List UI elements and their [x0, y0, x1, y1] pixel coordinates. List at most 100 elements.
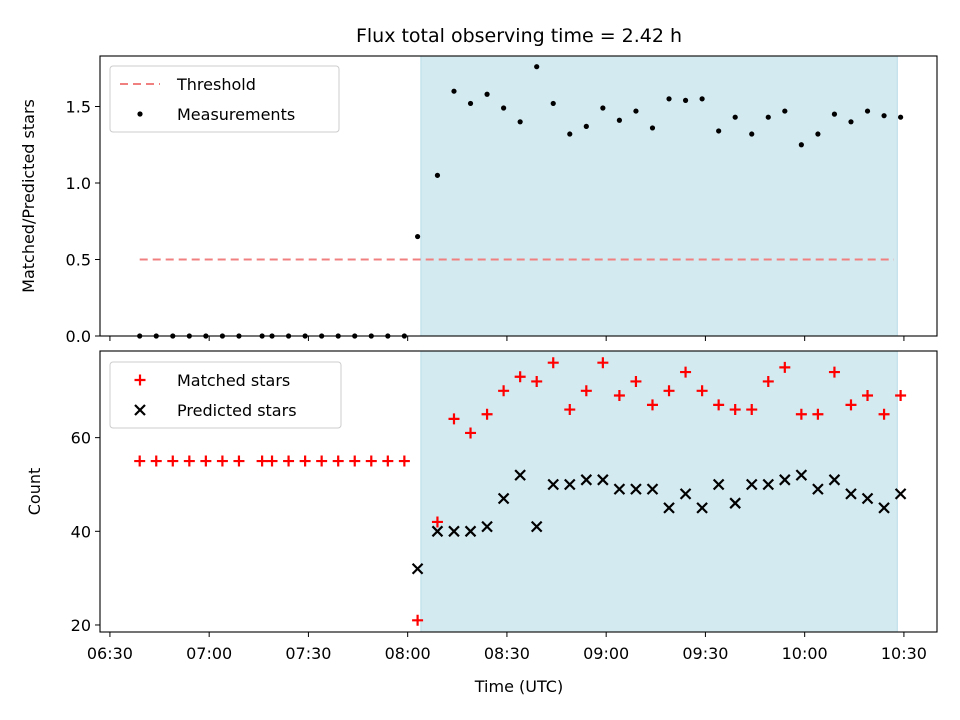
- predicted-stars-point: [729, 497, 741, 509]
- measurement-point: [848, 119, 854, 125]
- predicted-stars-point: [530, 520, 543, 533]
- x-tick-label: 07:00: [186, 644, 232, 663]
- matched-stars-point: [597, 357, 609, 369]
- matched-stars-point: [498, 385, 510, 397]
- legend-entry-label: Matched stars: [177, 371, 290, 390]
- y-tick-label: 1.0: [66, 174, 91, 193]
- panel-count: 06:30 07:00 07:30 08:00 08:30 09:00 09:30 10:00…: [25, 350, 938, 663]
- predicted-stars-point: [861, 492, 874, 505]
- legend-frame: [109, 361, 342, 429]
- matched-stars-point: [316, 455, 328, 467]
- measurement-point: [898, 114, 904, 120]
- matched-stars-point: [812, 408, 824, 420]
- matched-stars-point: [795, 408, 807, 420]
- matched-stars-point: [746, 404, 758, 416]
- matched-stars-point: [365, 455, 377, 467]
- x-tick-label: 10:00: [782, 644, 828, 663]
- predicted-stars-point: [564, 478, 576, 491]
- predicted-stars-point: [646, 483, 659, 495]
- predicted-stars-point: [828, 474, 841, 486]
- predicted-stars-point: [712, 478, 725, 491]
- measurement-point: [501, 105, 507, 111]
- x-axis-label: Time (UTC): [474, 677, 563, 696]
- y-tick-label: 40: [71, 522, 91, 541]
- measurement-point: [831, 111, 838, 117]
- predicted-stars-point: [497, 492, 510, 505]
- matched-stars-point: [266, 455, 278, 467]
- measurement-point: [583, 123, 589, 129]
- legend-entry-label: Measurements: [177, 105, 295, 124]
- predicted-stars-point: [762, 478, 775, 491]
- predicted-stars-point: [878, 502, 890, 514]
- matched-stars-point: [283, 455, 295, 467]
- predicted-stars-point: [448, 525, 460, 538]
- predicted-stars-point: [795, 469, 808, 481]
- matched-stars-point: [613, 389, 625, 401]
- matched-stars-point: [762, 375, 774, 387]
- matched-stars-point: [729, 404, 741, 416]
- measurement-point: [484, 91, 490, 97]
- matched-stars-point: [481, 408, 493, 420]
- matched-stars-point: [878, 408, 890, 420]
- matched-stars-point: [465, 427, 477, 439]
- predicted-stars-point: [514, 469, 526, 481]
- predicted-stars-point: [663, 502, 675, 514]
- y-axis-label-count: Count: [25, 468, 44, 516]
- measurement-point: [534, 64, 540, 70]
- x-tick-label: 09:30: [682, 644, 728, 663]
- predicted-stars-point: [894, 488, 907, 500]
- matched-stars-point: [150, 455, 162, 467]
- matched-stars-point: [216, 455, 228, 467]
- matched-stars-point: [349, 455, 361, 467]
- measurement-point: [517, 119, 523, 125]
- panel-ratio-y-ticks: 0.0 0.5 1.0 1.5: [66, 97, 100, 346]
- matched-stars-point: [713, 399, 725, 411]
- predicted-stars-point: [431, 525, 444, 538]
- matched-stars-point: [431, 516, 443, 528]
- predicted-stars-point: [464, 525, 477, 538]
- panel-ratio-series: [137, 64, 904, 339]
- x-tick-label: 08:30: [484, 644, 530, 663]
- measurement-point: [782, 108, 788, 114]
- matched-stars-point: [862, 389, 874, 401]
- predicted-stars-point: [547, 478, 560, 491]
- measurement-point: [600, 105, 606, 111]
- matched-stars-point: [134, 455, 146, 467]
- panel-count-series: [134, 357, 907, 626]
- measurement-point: [633, 108, 639, 114]
- legend-count: Matched stars Predicted stars: [109, 361, 342, 429]
- matched-stars-point: [845, 399, 857, 411]
- matched-stars-point: [779, 361, 791, 373]
- legend-predicted-swatch: [134, 404, 146, 416]
- matched-stars-point: [299, 455, 311, 467]
- predicted-stars-point: [580, 474, 593, 486]
- measurement-point: [682, 97, 689, 103]
- observing-window-shade: [420, 55, 898, 337]
- legend-matched-swatch: [134, 374, 146, 386]
- legend-frame: [109, 65, 340, 133]
- matched-stars-point: [580, 385, 592, 397]
- predicted-stars-point: [630, 483, 642, 495]
- measurement-point: [434, 172, 441, 178]
- y-tick-label: 0.5: [66, 250, 91, 269]
- matched-stars-point: [233, 455, 245, 467]
- measurement-point: [467, 100, 474, 107]
- matched-stars-point: [412, 614, 424, 626]
- measurement-point: [716, 128, 722, 134]
- matched-stars-point: [382, 455, 394, 467]
- matched-stars-point: [531, 375, 543, 387]
- measurement-point: [881, 113, 887, 119]
- predicted-stars-point: [411, 562, 424, 575]
- measurement-point: [749, 131, 755, 137]
- predicted-stars-point: [597, 474, 609, 486]
- matched-stars-point: [696, 385, 708, 397]
- matched-stars-point: [547, 357, 559, 369]
- matched-stars-point: [630, 375, 642, 387]
- matched-stars-point: [256, 455, 268, 467]
- measurement-point: [798, 142, 804, 148]
- predicted-stars-point: [845, 488, 857, 500]
- measurement-point: [567, 131, 573, 137]
- legend-entry-label: Threshold: [176, 75, 256, 94]
- measurement-point: [815, 131, 821, 137]
